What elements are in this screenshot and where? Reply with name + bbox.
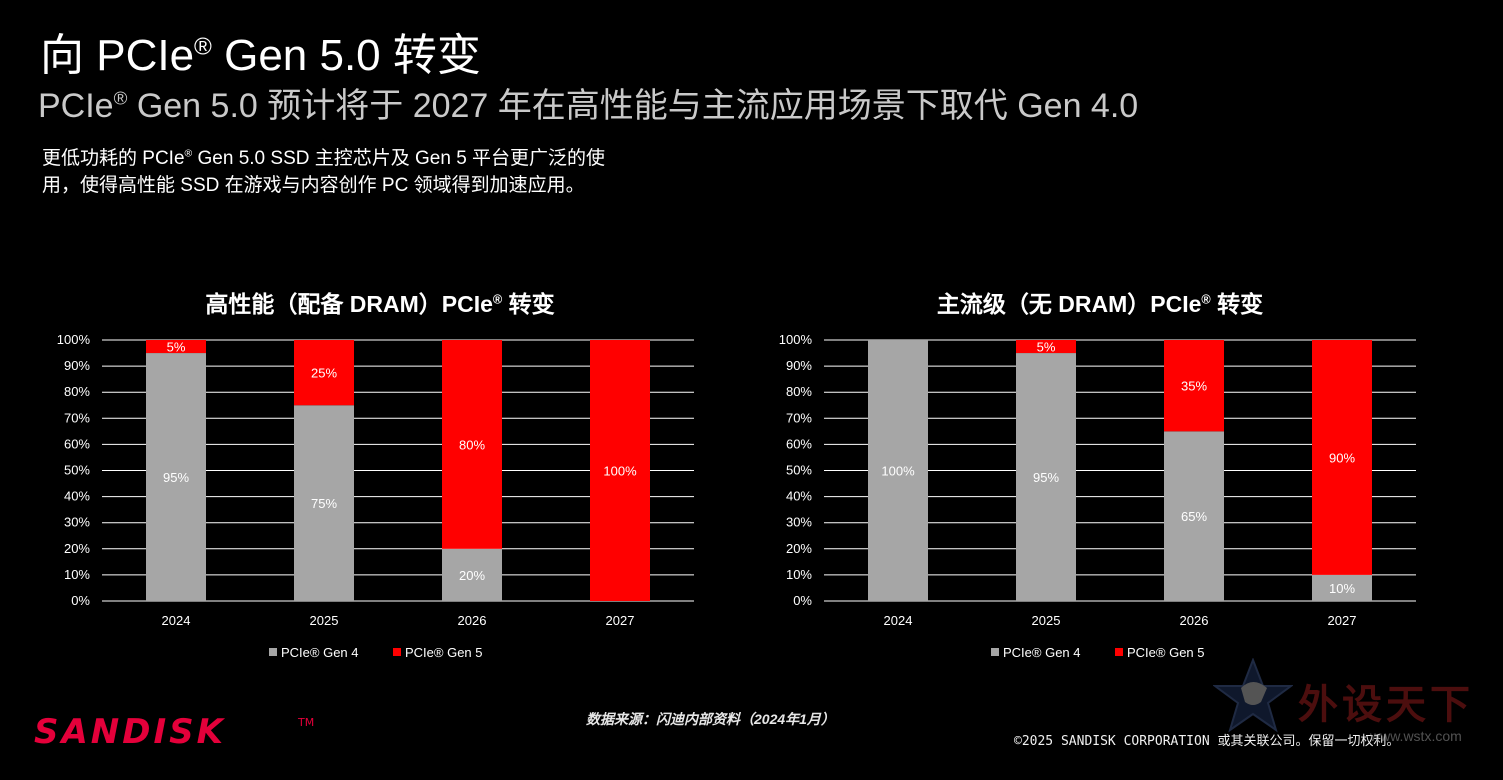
y-tick-label: 10% <box>64 567 90 582</box>
chart-high-performance: 0% 10% 20% 30% 40% 50% 60% 70% 80% 90% 100% 95% 5% 20… <box>57 332 694 660</box>
y-tick-label: 90% <box>64 358 90 373</box>
data-source-note: 数据来源：闪迪内部资料（2024年1月） <box>586 711 835 727</box>
data-label: 10% <box>1329 581 1355 596</box>
bar-segment-gen4 <box>294 405 354 601</box>
legend-label: PCIe® Gen 5 <box>1127 645 1205 660</box>
bar-segment-gen4 <box>146 353 206 601</box>
y-tick-label: 0% <box>793 593 812 608</box>
y-tick-label: 20% <box>64 541 90 556</box>
bar-segment-gen5 <box>294 340 354 406</box>
legend-swatch <box>991 648 999 656</box>
y-tick-label: 100% <box>779 332 813 347</box>
watermark-url: www.wstx.com <box>1370 728 1462 744</box>
bar-segment-gen5 <box>442 340 502 549</box>
y-tick-label: 10% <box>786 567 812 582</box>
y-tick-label: 0% <box>71 593 90 608</box>
data-label: 65% <box>1181 509 1207 524</box>
y-tick-label: 100% <box>57 332 91 347</box>
data-label: 35% <box>1181 379 1207 394</box>
x-tick-label: 2025 <box>310 613 339 628</box>
bar-segment-gen4 <box>868 340 928 601</box>
x-tick-label: 2024 <box>884 613 913 628</box>
y-tick-label: 90% <box>786 358 812 373</box>
chart-title-high-performance: 高性能（配备 DRAM）PCIe® 转变 <box>205 291 555 317</box>
x-tick-label: 2024 <box>162 613 191 628</box>
legend-label: PCIe® Gen 5 <box>405 645 483 660</box>
data-label: 95% <box>163 470 189 485</box>
x-tick-label: 2026 <box>1180 613 1209 628</box>
y-tick-label: 80% <box>64 384 90 399</box>
x-tick-label: 2027 <box>606 613 635 628</box>
bar-segment-gen5 <box>1016 340 1076 354</box>
y-tick-label: 40% <box>64 489 90 504</box>
data-label: 90% <box>1329 450 1355 465</box>
y-tick-label: 60% <box>64 436 90 451</box>
data-label: 95% <box>1033 470 1059 485</box>
y-tick-label: 60% <box>786 436 812 451</box>
data-label: 100% <box>881 464 915 479</box>
data-label: 25% <box>311 366 337 381</box>
page-title: 向 PCIe® Gen 5.0 转变 <box>40 31 481 80</box>
y-tick-label: 50% <box>64 463 90 478</box>
legend-label: PCIe® Gen 4 <box>281 645 359 660</box>
bar-segment-gen4 <box>1312 574 1372 601</box>
bar-segment-gen4 <box>442 548 502 601</box>
data-label: 100% <box>603 464 637 479</box>
bar-segment-gen5 <box>1312 340 1372 575</box>
chart-mainstream: 0% 10% 20% 30% 40% 50% 60% 70% 80% 90% 100% 100% 202… <box>779 332 1416 660</box>
legend-label: PCIe® Gen 4 <box>1003 645 1081 660</box>
bar-segment-gen5 <box>590 340 650 601</box>
data-label: 5% <box>167 340 186 355</box>
svg-text:SANDISK: SANDISK <box>34 712 226 748</box>
y-tick-label: 70% <box>64 410 90 425</box>
copyright-text: ©2025 SANDISK CORPORATION 或其关联公司。保留一切权利。 <box>1014 734 1400 749</box>
page-description: 更低功耗的 PCIe® Gen 5.0 SSD 主控芯片及 Gen 5 平台更广… <box>42 148 606 196</box>
watermark-eagle-icon <box>1213 658 1293 733</box>
data-label: 80% <box>459 437 485 452</box>
x-tick-label: 2025 <box>1032 613 1061 628</box>
y-tick-label: 70% <box>786 410 812 425</box>
svg-text:TM: TM <box>297 716 314 729</box>
x-tick-label: 2026 <box>458 613 487 628</box>
data-label: 20% <box>459 568 485 583</box>
y-tick-label: 20% <box>786 541 812 556</box>
y-tick-label: 40% <box>786 489 812 504</box>
y-tick-label: 30% <box>786 515 812 530</box>
legend-swatch <box>393 648 401 656</box>
y-tick-label: 80% <box>786 384 812 399</box>
data-label: 75% <box>311 496 337 511</box>
bar-segment-gen4 <box>1016 353 1076 601</box>
y-tick-label: 30% <box>64 515 90 530</box>
legend-swatch <box>1115 648 1123 656</box>
page-subtitle: PCIe® Gen 5.0 预计将于 2027 年在高性能与主流应用场景下取代 … <box>38 87 1139 125</box>
data-label: 5% <box>1037 340 1056 355</box>
x-tick-label: 2027 <box>1328 613 1357 628</box>
chart-title-mainstream: 主流级（无 DRAM）PCIe® 转变 <box>936 291 1264 317</box>
bar-segment-gen4 <box>1164 431 1224 601</box>
legend-swatch <box>269 648 277 656</box>
watermark-text: 外设天下 <box>1298 683 1474 727</box>
bar-segment-gen5 <box>1164 340 1224 432</box>
sandisk-logo: SANDISK TM <box>34 712 314 748</box>
y-tick-label: 50% <box>786 463 812 478</box>
bar-segment-gen5 <box>146 340 206 354</box>
